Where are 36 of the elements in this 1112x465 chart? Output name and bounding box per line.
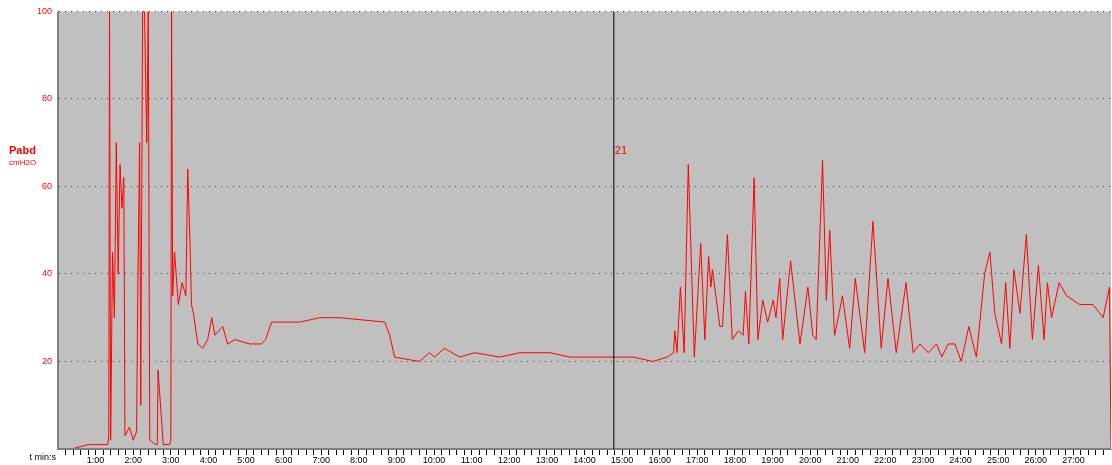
- text: cmH2O: [9, 158, 37, 168]
- x-tick-label: 6:00: [274, 454, 293, 465]
- x-tick-label: 2:00: [124, 454, 142, 465]
- annotation: 21: [614, 144, 628, 157]
- x-tick-label: 16:00: [648, 454, 671, 465]
- y-tick-label: 80: [41, 93, 52, 104]
- x-tick-label: 24:00: [949, 454, 972, 465]
- x-tick-label: 12:00: [498, 454, 521, 465]
- x-tick-label: 3:00: [162, 454, 180, 465]
- x-tick-label: 15:00: [610, 454, 634, 465]
- x-tick-label: 26:00: [1024, 454, 1048, 465]
- y-tick-label: 60: [41, 180, 52, 191]
- x-tick-label: 23:00: [911, 454, 935, 465]
- x-tick-label: 5:00: [237, 454, 255, 465]
- x-tick-label: 17:00: [686, 454, 709, 465]
- x-tick-label: 27:00: [1062, 454, 1085, 465]
- x-tick-label: 22:00: [874, 454, 897, 465]
- x-tick-label: 21:00: [836, 454, 860, 465]
- x-tick-label: 9:00: [387, 454, 406, 465]
- x-tick-label: 4:00: [199, 454, 218, 465]
- x-tick-label: 19:00: [761, 454, 784, 465]
- x-tick-label: 1:00: [86, 454, 105, 465]
- x-tick-label: 10:00: [422, 454, 446, 465]
- y-tick-label: 40: [41, 268, 52, 279]
- y-tick-label: 100: [36, 5, 52, 16]
- y-tick-label: 20: [41, 355, 52, 366]
- x-tick-label: 14:00: [573, 454, 596, 465]
- x-axis-title: t min:s: [29, 452, 57, 463]
- x-tick-label: 7:00: [312, 454, 331, 465]
- y-axis-title: Pabd: [9, 144, 36, 157]
- x-tick-label: 13:00: [535, 454, 559, 465]
- x-tick-label: 20:00: [798, 454, 822, 465]
- x-tick-label: 8:00: [350, 454, 368, 465]
- x-tick-label: 25:00: [986, 454, 1010, 465]
- x-tick-label: 11:00: [460, 454, 483, 465]
- x-tick-label: 18:00: [723, 454, 747, 465]
